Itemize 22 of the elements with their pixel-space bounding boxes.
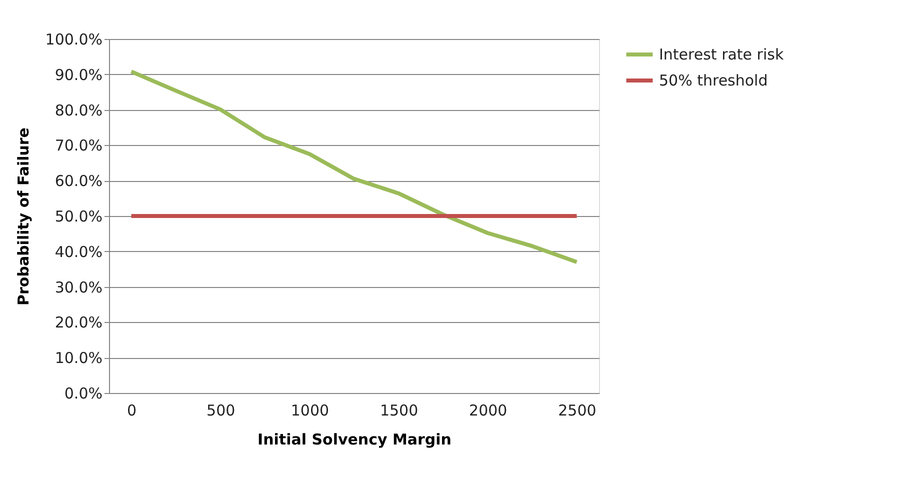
y-tick-label: 0.0% — [64, 384, 102, 402]
line-series — [129, 70, 579, 264]
y-tick-label: 60.0% — [54, 172, 102, 190]
y-tick-label: 70.0% — [54, 136, 102, 155]
y-axis-title: Probability of Failure — [14, 128, 32, 306]
y-tick-label: 30.0% — [54, 278, 102, 296]
y-tick-label: 20.0% — [54, 314, 102, 332]
x-tick-label: 0 — [127, 402, 137, 420]
x-tick-label: 1000 — [290, 402, 330, 420]
legend-label: Interest rate risk — [659, 46, 784, 64]
y-tick-label: 40.0% — [54, 242, 102, 261]
x-tick-label: 2500 — [558, 402, 596, 420]
x-axis-title: Initial Solvency Margin — [258, 430, 452, 448]
legend-label: 50% threshold — [659, 72, 768, 90]
x-tick-label: 1500 — [380, 402, 418, 420]
x-tick-label: 500 — [206, 402, 236, 420]
y-tick-label: 50.0% — [54, 208, 102, 226]
y-tick-label: 90.0% — [54, 66, 102, 84]
y-tick-label: 100.0% — [45, 30, 102, 48]
y-tick-label: 80.0% — [54, 101, 102, 120]
y-tick-label: 10.0% — [54, 349, 102, 368]
x-tick-label: 2000 — [469, 402, 508, 420]
